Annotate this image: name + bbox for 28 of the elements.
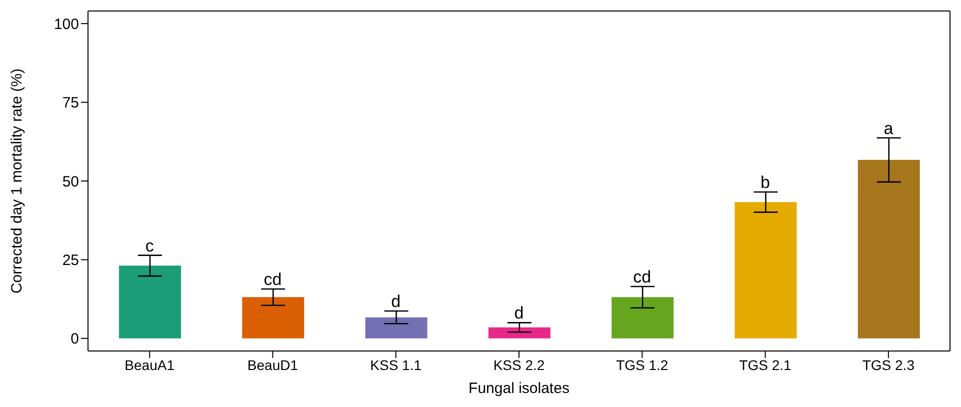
bar: [119, 266, 181, 338]
annotation: cd: [264, 270, 282, 289]
x-tick-label: TGS 1.2: [616, 356, 668, 373]
annotation: cd: [633, 267, 652, 286]
x-tick-label: TGS 2.3: [862, 356, 915, 373]
y-tick-label: 75: [62, 94, 79, 112]
annotation: d: [514, 304, 524, 323]
bar: [612, 297, 674, 338]
y-tick-label: 100: [54, 16, 79, 33]
x-tick-label: TGS 2.1: [739, 356, 792, 373]
bar: [734, 202, 797, 338]
y-tick-label: 50: [62, 173, 79, 190]
x-tick-label: KSS 1.1: [370, 356, 422, 373]
y-axis-title: Corrected day 1 mortality rate (%): [8, 68, 26, 294]
annotation: b: [760, 173, 770, 192]
x-tick-label: BeauD1: [247, 356, 298, 373]
bar: [365, 317, 428, 338]
bar: [242, 297, 304, 338]
annotation: d: [391, 292, 401, 312]
x-tick-label: KSS 2.2: [493, 356, 545, 373]
annotation: a: [884, 118, 894, 138]
x-axis-title: Fungal isolates: [468, 380, 570, 397]
bar: [858, 160, 920, 338]
y-tick-label: 0: [70, 330, 79, 348]
bar: [488, 327, 550, 338]
y-tick-label: 25: [62, 252, 79, 270]
x-tick-label: BeauA1: [124, 356, 175, 373]
annotation: c: [145, 236, 154, 256]
